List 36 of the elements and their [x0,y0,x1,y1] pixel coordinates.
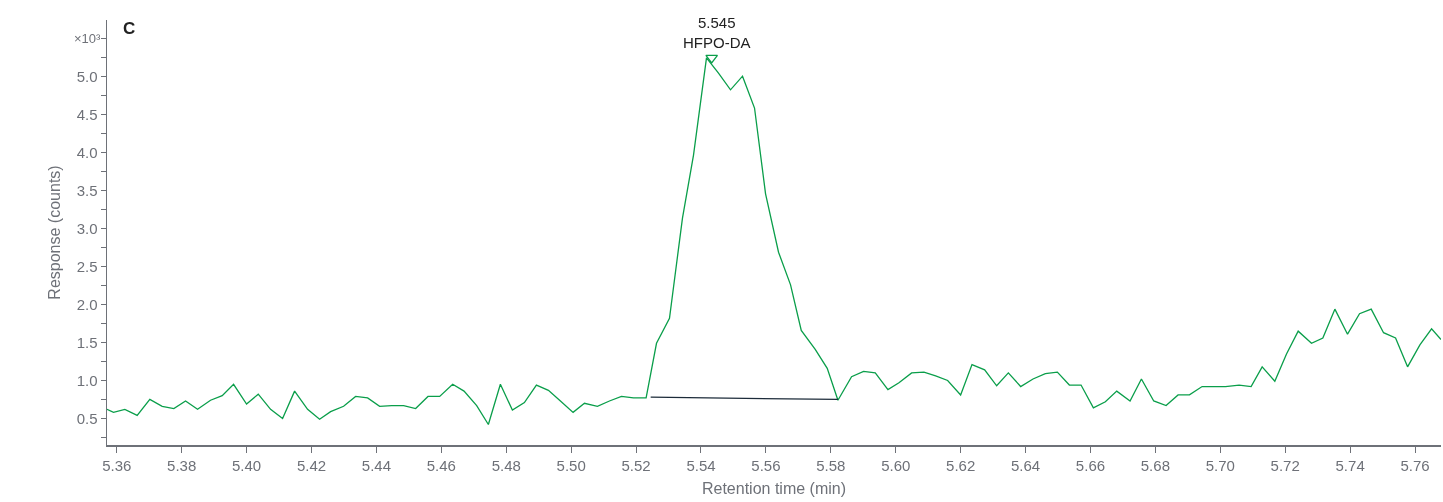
y-tick-label: 1.5 [76,333,98,351]
x-tick-label: 5.76 [1400,456,1430,474]
x-tick-label: 5.56 [751,456,781,474]
x-tick-label: 5.36 [102,456,132,474]
x-tick-label: 5.64 [1010,456,1041,474]
x-axis-title: Retention time (min) [701,479,847,497]
x-tick-label: 5.38 [167,456,197,474]
y-tick-label: 4.0 [76,144,98,162]
x-tick-label: 5.44 [361,456,391,474]
x-tick-label: 5.74 [1335,456,1365,474]
x-tick-label: 5.52 [621,456,651,474]
x-tick-label: 5.54 [686,456,716,474]
y-tick-label: 4.5 [76,106,98,124]
x-tick-label: 5.40 [231,456,262,474]
x-tick-label: 5.42 [296,456,327,474]
y-tick-label: 3.5 [76,182,98,200]
x-tick-label: 5.60 [881,456,911,474]
chart-title: C [123,19,136,39]
y-tick-label: 1.0 [76,371,98,389]
text: ×10³ [74,31,102,46]
x-tick-label: 5.48 [491,456,521,474]
x-tick-label: 5.46 [426,456,456,474]
annotation: 5.545 HFPO-DA [683,14,751,51]
x-tick-label: 5.68 [1140,456,1170,474]
x-tick-label: 5.58 [816,456,846,474]
x-tick-label: 5.66 [1075,456,1106,474]
y-tick-label: 0.5 [76,409,98,427]
x-tick-label: 5.72 [1270,456,1300,474]
x-tick-label: 5.70 [1205,456,1235,474]
y-tick-label: 3.0 [76,219,98,237]
y-axis-title: Response (counts) [45,165,63,300]
y-tick-label: 2.0 [76,295,98,313]
y-tick-label: 5.0 [76,68,98,86]
y-tick-label: 2.5 [76,257,98,275]
x-tick-label: 5.62 [946,456,976,474]
x-tick-label: 5.50 [556,456,586,474]
